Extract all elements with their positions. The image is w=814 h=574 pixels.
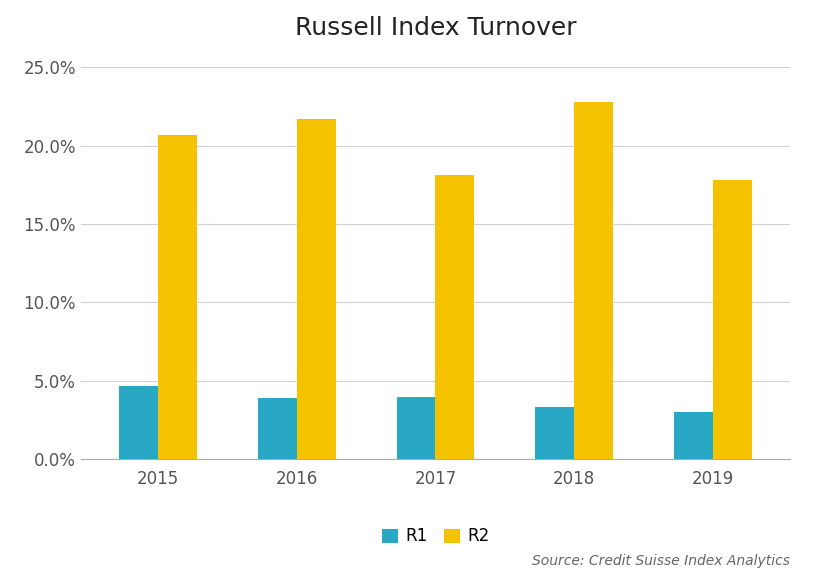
Legend: R1, R2: R1, R2 bbox=[375, 521, 496, 552]
Bar bbox=[258, 398, 296, 459]
Text: Source: Credit Suisse Index Analytics: Source: Credit Suisse Index Analytics bbox=[532, 554, 790, 568]
Bar bbox=[296, 119, 335, 459]
Bar bbox=[435, 176, 475, 459]
Bar bbox=[674, 412, 713, 459]
Bar bbox=[575, 102, 613, 459]
Bar bbox=[158, 135, 197, 459]
Bar bbox=[536, 408, 575, 459]
Bar bbox=[396, 397, 435, 459]
Bar bbox=[713, 180, 752, 459]
Bar bbox=[119, 386, 158, 459]
Title: Russell Index Turnover: Russell Index Turnover bbox=[295, 16, 576, 40]
